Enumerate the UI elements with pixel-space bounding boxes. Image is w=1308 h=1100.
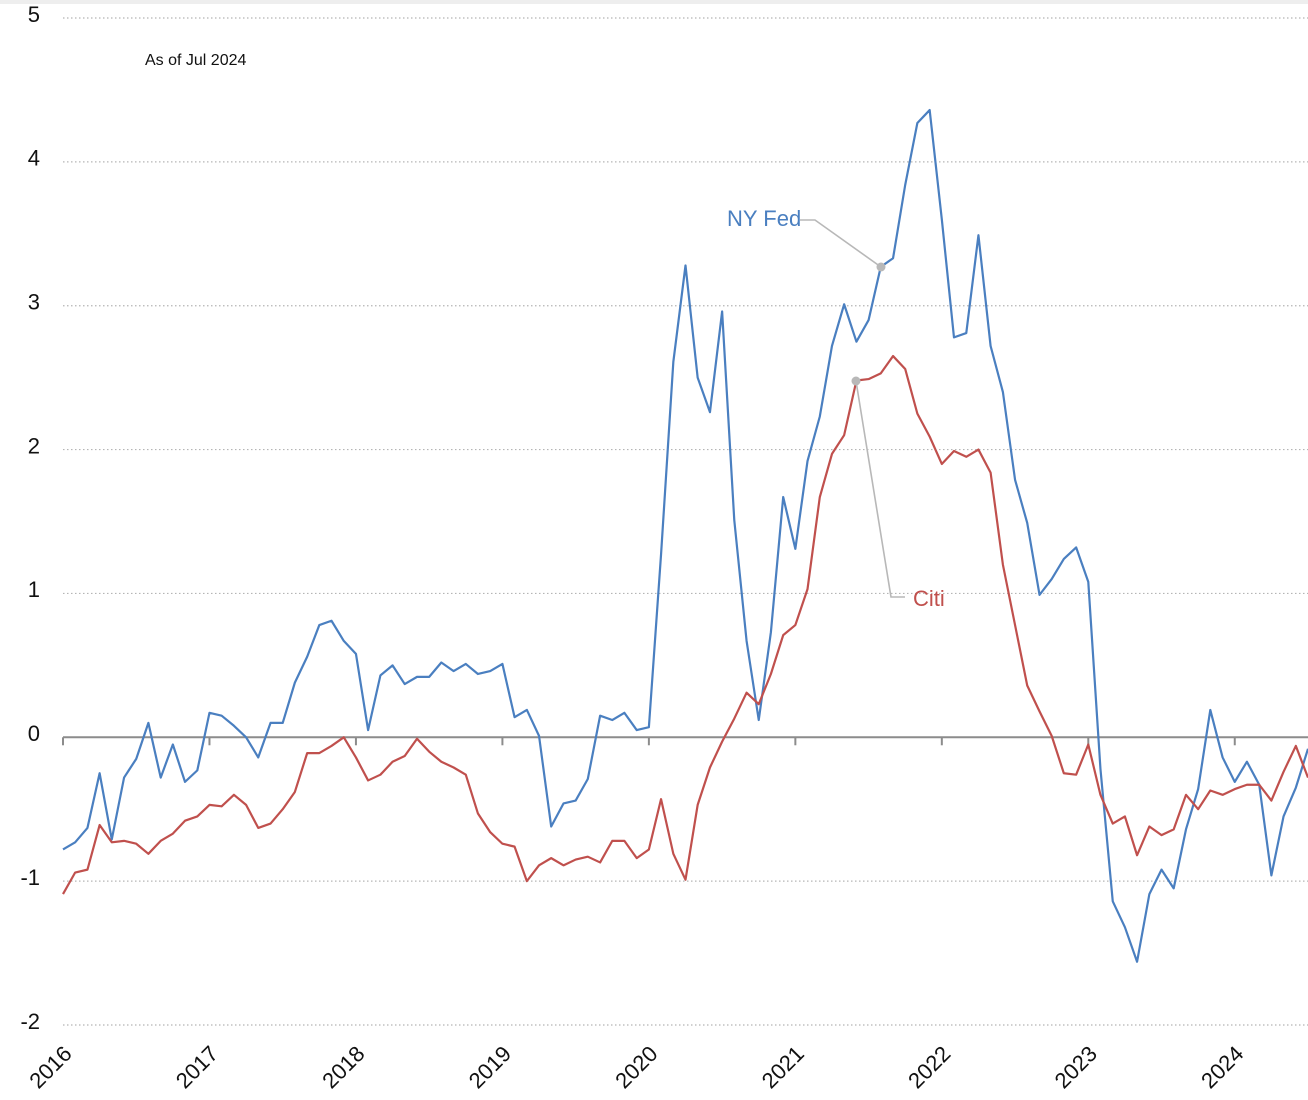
series-label: Citi [913,586,945,611]
x-tick-label: 2024 [1196,1041,1248,1093]
y-tick-label: 4 [28,146,40,171]
series-label: NY Fed [727,206,801,231]
leader-dot [876,262,886,272]
leader-dot [851,376,861,386]
top-band [0,0,1308,4]
grid [62,17,1308,1026]
x-tick-label: 2016 [24,1041,76,1093]
x-tick-label: 2019 [464,1041,516,1093]
note: As of Jul 2024 [145,52,247,69]
lines [62,108,1308,963]
series-line [62,108,1308,963]
y-tick-label: 3 [28,290,40,315]
leader-line [855,380,905,598]
x-tick-label: 2022 [903,1041,955,1093]
y-tick-label: 1 [28,577,40,602]
y-tick-label: 2 [28,433,40,458]
series-line [62,354,1308,895]
x-tick-label: 2023 [1050,1041,1102,1093]
x-tick-label: 2020 [610,1041,662,1093]
y-tick-label: 0 [28,721,40,746]
y-tick-label: -2 [20,1009,40,1034]
x-tick-label: 2021 [757,1041,809,1093]
y-tick-label: -1 [20,865,40,890]
x-tick-label: 2018 [317,1041,369,1093]
leader-line [800,219,882,268]
y-tick-label: 5 [28,2,40,27]
x-tick-label: 2017 [171,1041,223,1093]
